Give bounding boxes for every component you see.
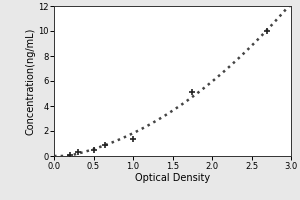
X-axis label: Optical Density: Optical Density bbox=[135, 173, 210, 183]
Y-axis label: Concentration(ng/mL): Concentration(ng/mL) bbox=[25, 27, 35, 135]
